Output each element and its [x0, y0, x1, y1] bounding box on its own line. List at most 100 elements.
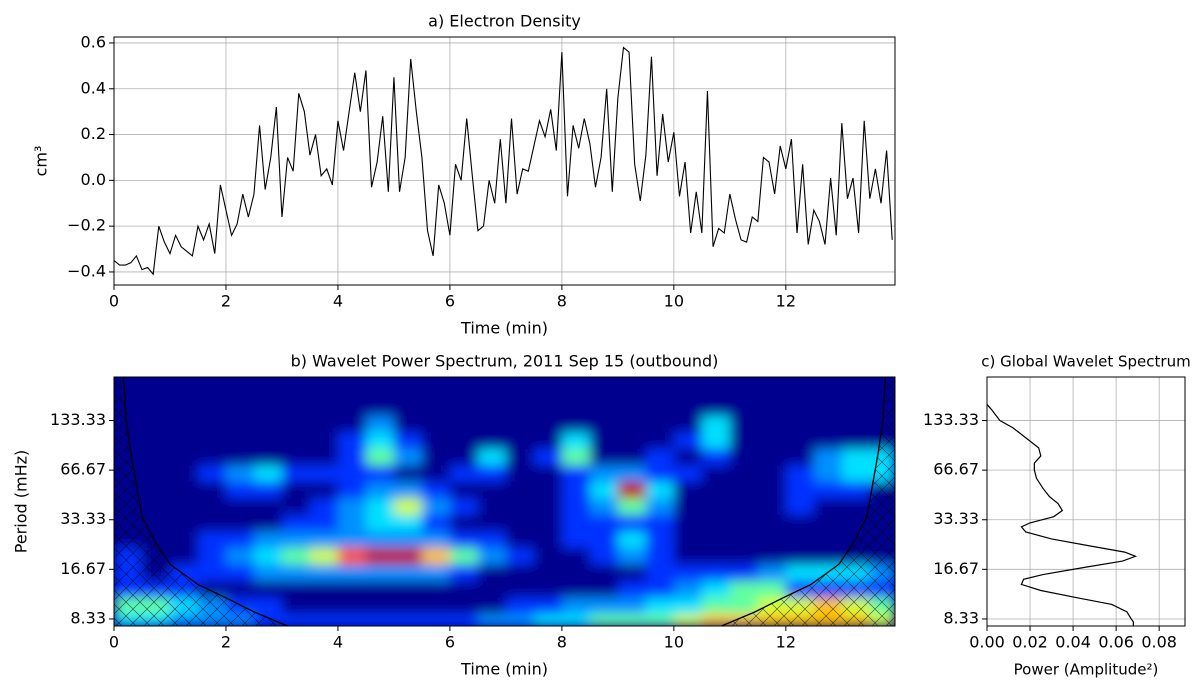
- heatmap-cell: [729, 398, 759, 416]
- x-tick-label: 4: [333, 292, 343, 311]
- heatmap-cell: [365, 377, 395, 400]
- heatmap-cell: [645, 613, 675, 626]
- heatmap-cell: [505, 431, 535, 449]
- heatmap-cell: [785, 464, 815, 482]
- heatmap-cell: [673, 415, 703, 433]
- heatmap-cell: [141, 464, 171, 482]
- heatmap-cell: [421, 415, 451, 433]
- x-tick-label: 0: [109, 633, 119, 652]
- heatmap-cell: [533, 377, 563, 400]
- heatmap-cell: [449, 464, 479, 482]
- heatmap-cell: [505, 580, 535, 598]
- heatmap-cell: [729, 563, 759, 582]
- data-line: [113, 46, 893, 276]
- heatmap-cell: [225, 580, 255, 598]
- heatmap-cell: [813, 547, 843, 565]
- heatmap-cell: [393, 398, 423, 416]
- heatmap-cell: [477, 530, 507, 548]
- heatmap-cell: [449, 398, 479, 416]
- heatmap-cell: [785, 415, 815, 433]
- heatmap-cell: [169, 464, 199, 482]
- heatmap-cell: [253, 448, 283, 466]
- heatmap-cell: [533, 547, 563, 565]
- heatmap-cells: [114, 377, 895, 626]
- heatmap-cell: [197, 448, 227, 466]
- heatmap-cell: [813, 431, 843, 449]
- plot-frame: [113, 36, 896, 286]
- heatmap-cell: [561, 464, 591, 482]
- x-axis-label: Time (min): [460, 660, 548, 679]
- heatmap-cell: [729, 481, 759, 499]
- heatmap-cell: [729, 547, 759, 565]
- heatmap-cell: [477, 547, 507, 565]
- coi-hatch: [721, 377, 895, 626]
- heatmap-cell: [645, 398, 675, 416]
- heatmap-cell: [701, 431, 731, 449]
- heatmap-cell: [673, 580, 703, 598]
- heatmap-cell: [561, 481, 591, 499]
- heatmap-cell: [421, 481, 451, 499]
- heatmap-cell: [225, 530, 255, 548]
- heatmap-cell: [645, 377, 675, 400]
- heatmap-cell: [449, 497, 479, 515]
- y-tick-label: 0.6: [81, 32, 106, 51]
- heatmap-cell: [645, 497, 675, 515]
- heatmap-cell: [225, 431, 255, 449]
- heatmap-cell: [141, 377, 171, 400]
- x-axis-label: Power (Amplitude²): [1014, 661, 1159, 679]
- heatmap-cell: [281, 415, 311, 433]
- heatmap-cell: [421, 398, 451, 416]
- heatmap-cell: [589, 613, 619, 626]
- heatmap-cell: [449, 448, 479, 466]
- heatmap-cell: [589, 580, 619, 598]
- heatmap-cell: [729, 596, 759, 615]
- heatmap-cell: [169, 377, 199, 400]
- heatmap-cell: [533, 530, 563, 548]
- heatmap-cell: [813, 481, 843, 499]
- heatmap-cell: [169, 547, 199, 565]
- heatmap-cell: [225, 514, 255, 532]
- heatmap-cell: [505, 481, 535, 499]
- y-tick-label: 33.33: [60, 509, 106, 528]
- heatmap-cell: [309, 563, 339, 582]
- heatmap-cell: [701, 481, 731, 499]
- heatmap-cell: [365, 563, 395, 582]
- heatmap-cell: [477, 415, 507, 433]
- heatmap-cell: [757, 431, 787, 449]
- heatmap-cell: [617, 580, 647, 598]
- x-tick-label: 0.02: [1012, 633, 1048, 652]
- heatmap-cell: [253, 514, 283, 532]
- heatmap-cell: [309, 415, 339, 433]
- spectrum-line: [986, 404, 1138, 626]
- heatmap-cell: [449, 415, 479, 433]
- heatmap-cell: [225, 547, 255, 565]
- heatmap-cell: [281, 448, 311, 466]
- heatmap-cell: [673, 596, 703, 615]
- heatmap-cell: [673, 497, 703, 515]
- heatmap-cell: [617, 613, 647, 626]
- heatmap-cell: [813, 448, 843, 466]
- heatmap-cell: [617, 415, 647, 433]
- heatmap-cell: [757, 563, 787, 582]
- heatmap-cell: [701, 464, 731, 482]
- heatmap-cell: [589, 514, 619, 532]
- heatmap-cell: [785, 431, 815, 449]
- heatmap-cell: [253, 431, 283, 449]
- heatmap-cell: [701, 514, 731, 532]
- heatmap-cell: [365, 497, 395, 515]
- heatmap-cell: [757, 497, 787, 515]
- heatmap-cell: [477, 613, 507, 626]
- heatmap-cell: [449, 481, 479, 499]
- heatmap-cell: [785, 530, 815, 548]
- heatmap-cell: [701, 377, 731, 400]
- heatmap-cell: [533, 415, 563, 433]
- heatmap-cell: [309, 398, 339, 416]
- heatmap-cell: [225, 415, 255, 433]
- heatmap-cell: [617, 448, 647, 466]
- heatmap-cell: [841, 398, 871, 416]
- heatmap-cell: [281, 514, 311, 532]
- heatmap-cell: [757, 398, 787, 416]
- heatmap-cell: [841, 431, 871, 449]
- heatmap-cell: [589, 497, 619, 515]
- heatmap-cell: [449, 563, 479, 582]
